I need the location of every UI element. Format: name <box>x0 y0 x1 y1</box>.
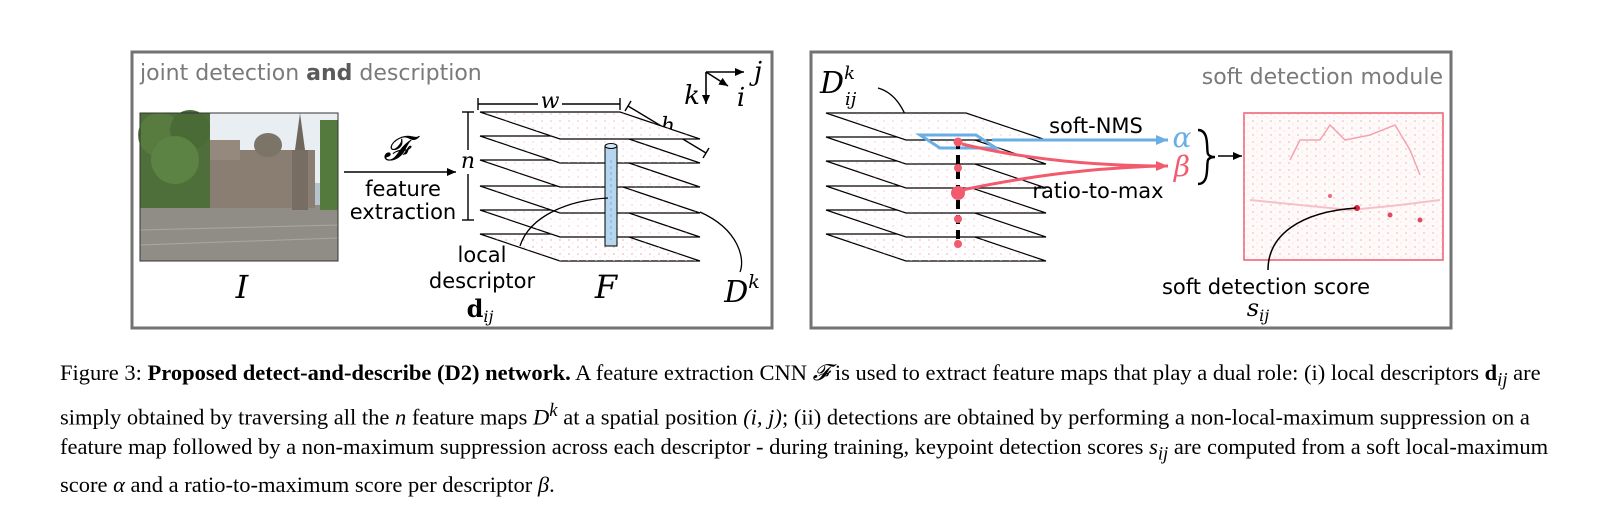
figure-caption: Figure 3: Proposed detect-and-describe (… <box>60 360 1549 497</box>
caption-title: Proposed detect-and-describe (D2) networ… <box>147 360 571 385</box>
score-label: soft detection score <box>1162 275 1370 299</box>
left-panel-title: joint detection and description <box>139 61 482 86</box>
beta-symbol: β <box>1173 150 1190 183</box>
descriptor-dot <box>954 240 962 248</box>
D-ij-k-label: Dk ij <box>819 63 857 110</box>
descriptor-dot <box>953 137 963 147</box>
alpha-symbol: α <box>1173 121 1192 154</box>
score-pointer <box>1267 207 1357 271</box>
caption-figure-label: Figure 3: <box>60 360 142 385</box>
F-map-label: F <box>594 268 619 306</box>
feature-label: feature <box>365 177 441 201</box>
feature-map-stack <box>479 111 701 262</box>
w-label: w <box>541 89 560 114</box>
descriptor-dot-selected <box>951 186 965 200</box>
beta-arrow-2 <box>961 164 1161 192</box>
image-label-I: I <box>235 268 250 306</box>
axes-indicator <box>702 68 744 104</box>
descriptor-column <box>604 143 618 247</box>
extraction-label: extraction <box>350 200 457 224</box>
Dk-pointer <box>699 211 743 273</box>
n-label: n <box>461 149 475 174</box>
ratio-to-max-label: ratio-to-max <box>1032 179 1163 203</box>
axis-i-label: i <box>737 83 745 113</box>
descriptor-pointer <box>519 197 609 247</box>
input-image <box>138 110 339 262</box>
right-panel-title: soft detection module <box>1202 65 1443 90</box>
figure-diagram: joint detection and description I 𝓕 feat… <box>130 50 1453 330</box>
descriptor-dot <box>954 164 962 172</box>
combine-brace <box>1197 128 1216 186</box>
right-feature-map-stack <box>825 112 1047 262</box>
Dk-label: Dk <box>723 271 760 310</box>
nms-window <box>914 133 1002 150</box>
axis-k-label: k <box>684 81 700 111</box>
descriptor-dot <box>954 215 962 223</box>
soft-nms-label: soft-NMS <box>1049 114 1143 138</box>
local-label: local <box>458 243 507 267</box>
d-ij-label: dij <box>467 294 494 326</box>
s-ij-label: sij <box>1247 294 1269 325</box>
descriptor-label: descriptor <box>429 269 536 293</box>
score-map <box>1243 112 1444 261</box>
